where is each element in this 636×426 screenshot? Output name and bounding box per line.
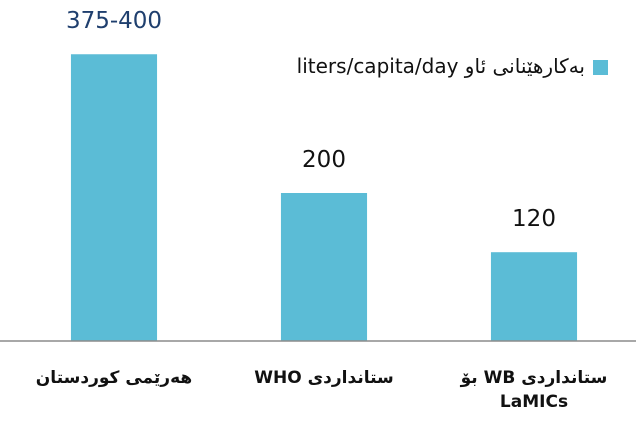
value-label: 375-400 [65, 8, 163, 35]
bar [70, 54, 158, 341]
legend-label: بەکارهێنانی ئاو liters/capita/day [296, 54, 585, 78]
bar [490, 252, 578, 341]
value-label: 120 [512, 206, 556, 233]
x-tick-label: هەرێمی کوردستان [35, 368, 193, 388]
x-tick-label: ستانداردی WB بۆ LaMICs [460, 368, 608, 412]
legend-swatch [593, 60, 608, 75]
value-label: 200 [302, 147, 346, 173]
legend: بەکارهێنانی ئاو liters/capita/day [297, 54, 608, 78]
x-tick-label: ستانداردی WHO [254, 368, 394, 388]
bar [280, 193, 368, 341]
